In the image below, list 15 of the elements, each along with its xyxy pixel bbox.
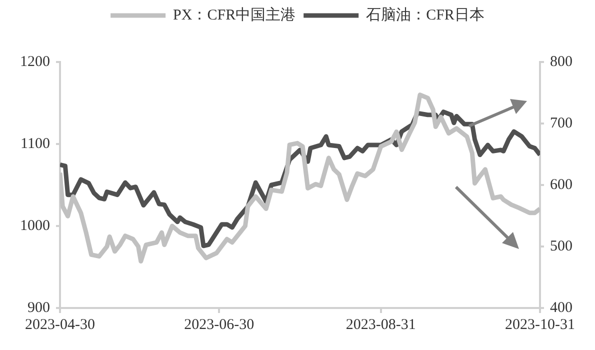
y2-tick-label: 500 [550,238,572,254]
y-tick-label: 1200 [20,54,50,70]
y2-tick-label: 400 [550,300,572,316]
y2-tick-label: 700 [550,115,572,132]
x-tick-label: 2023-10-31 [505,316,575,333]
x-tick-label: 2023-08-31 [346,316,416,333]
y2-tick-label: 800 [550,54,572,70]
legend-label: 石脑油：CFR日本 [366,6,484,24]
y-tick-label: 1000 [20,218,50,234]
x-tick-label: 2023-04-30 [25,316,95,333]
y-tick-label: 900 [28,300,50,316]
legend-label: PX：CFR中国主港 [173,6,296,24]
x-tick-label: 2023-06-30 [184,316,254,333]
y2-tick-label: 600 [550,176,572,193]
y-tick-label: 1100 [20,136,50,152]
